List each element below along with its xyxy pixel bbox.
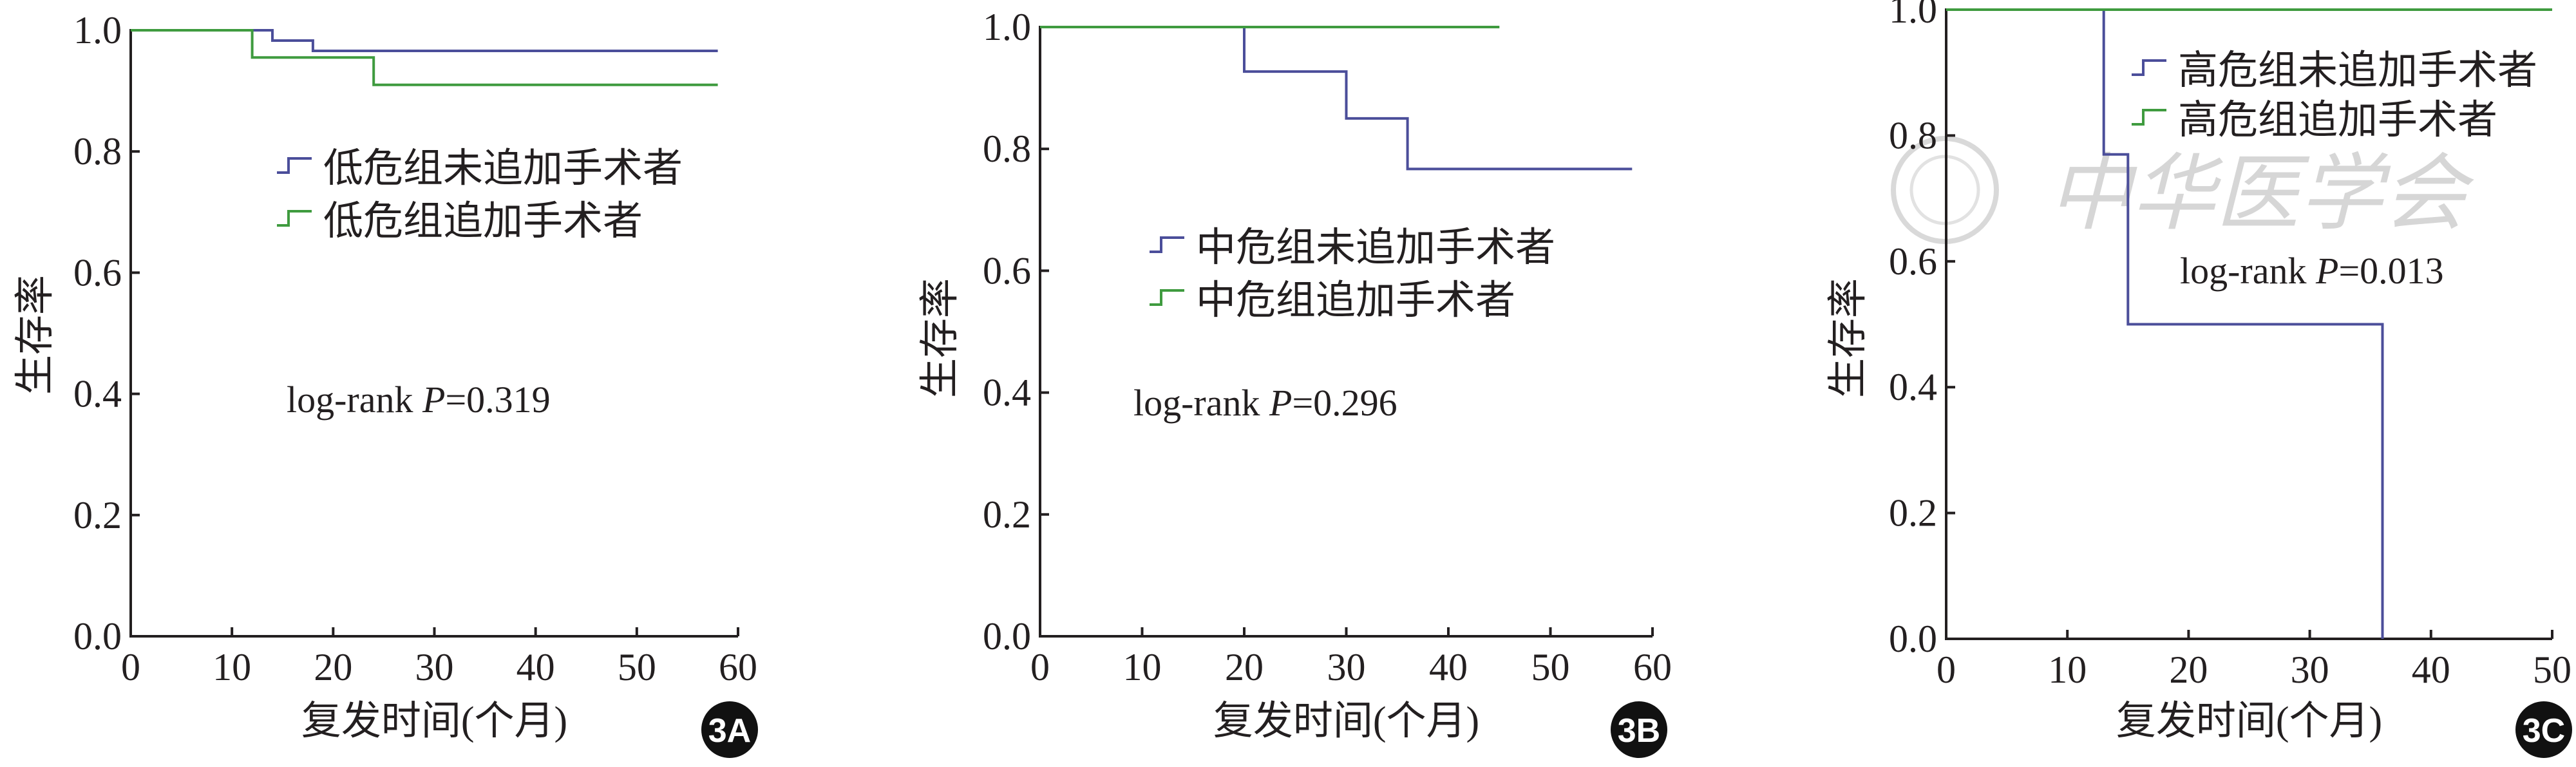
y-tick-label: 0.4 [1889, 366, 1937, 408]
y-tick-label: 1.0 [73, 9, 122, 52]
legend-label: 低危组追加手术者 [323, 200, 643, 243]
legend-label: 低危组未追加手术者 [323, 147, 683, 191]
x-tick-label: 10 [213, 646, 251, 688]
x-tick-label: 30 [415, 646, 454, 688]
y-tick-label: 0.6 [1889, 240, 1937, 283]
x-axis-title: 复发时间(个月) [1213, 699, 1479, 743]
x-tick-label: 20 [2169, 649, 2208, 691]
y-tick-label: 0.8 [73, 130, 122, 173]
pvalue-annotation: log-rank P=0.296 [1133, 382, 1397, 424]
x-tick-label: 20 [1225, 646, 1264, 688]
panel-badge-label: 3C [2523, 712, 2565, 750]
y-tick-label: 0.2 [1889, 492, 1937, 535]
axis-lines [129, 29, 738, 638]
x-tick-label: 10 [1123, 646, 1162, 688]
y-tick-label: 0.4 [73, 373, 122, 415]
panels: 0 10 20 30 40 50 60 0.0 0.2 0.4 0.6 0.8 1.0 生存率复发时间(个… [14, 0, 2572, 758]
panel-3C: 0 10 20 30 40 50 0.0 0.2 0.4 0.6 0.8 1.0 生存率复发时间(个月)… [1826, 0, 2572, 758]
panel-badge-label: 3A [708, 712, 751, 750]
legend-step-icon [2132, 59, 2166, 76]
pvalue-annotation: log-rank P=0.013 [2180, 250, 2444, 292]
panel-3B: 0 10 20 30 40 50 60 0.0 0.2 0.4 0.6 0.8 1.0 生存率复发时间(个… [918, 6, 1672, 758]
y-tick-label: 1.0 [983, 6, 1031, 48]
y-tick-label: 0.4 [983, 372, 1031, 414]
pvalue-annotation: log-rank P=0.319 [287, 379, 551, 421]
panel-badge [2515, 701, 2572, 758]
legend-label: 中危组未追加手术者 [1196, 226, 1555, 270]
x-tick-label: 10 [2048, 649, 2087, 691]
y-tick-label: 0.2 [73, 494, 122, 536]
series-line-1 [1040, 26, 1633, 171]
x-tick-label: 50 [618, 646, 656, 688]
legend-label: 高危组追加手术者 [2178, 99, 2497, 142]
x-tick-label: 40 [516, 646, 555, 688]
x-tick-label: 30 [1327, 646, 1366, 688]
y-tick-label: 0.0 [983, 615, 1031, 658]
x-tick-label: 30 [2291, 649, 2329, 691]
x-tick-label: 50 [2533, 649, 2571, 691]
x-tick-label: 40 [1429, 646, 1468, 688]
panel-3A: 0 10 20 30 40 50 60 0.0 0.2 0.4 0.6 0.8 1.0 生存率复发时间(个… [14, 9, 758, 758]
watermark-text: 中华医学会 [2048, 148, 2474, 241]
watermark: 中华医学会 [1891, 136, 2474, 244]
series-line-2 [131, 29, 718, 86]
x-tick-label: 0 [1030, 646, 1050, 688]
x-tick-label: 0 [121, 646, 140, 688]
legend-label: 中危组追加手术者 [1196, 279, 1515, 323]
legend-step-icon [1150, 289, 1184, 306]
y-tick-label: 0.6 [73, 251, 122, 294]
y-axis-title: 生存率 [14, 275, 57, 395]
panel-badge-label: 3B [1618, 712, 1660, 750]
y-tick-label: 0.0 [73, 615, 122, 658]
y-tick-label: 1.0 [1889, 0, 1937, 31]
x-tick-label: 40 [2412, 649, 2450, 691]
y-tick-label: 0.8 [1889, 114, 1937, 156]
x-tick-label: 60 [1633, 646, 1672, 688]
series-line-1 [131, 29, 718, 52]
x-tick-label: 50 [1531, 646, 1570, 688]
legend-step-icon [277, 157, 312, 174]
panel-badge [701, 701, 758, 758]
legend-step-icon [2132, 109, 2166, 126]
y-tick-label: 0.0 [1889, 618, 1937, 660]
legend-step-icon [277, 210, 312, 227]
legend-label: 高危组未追加手术者 [2178, 49, 2537, 93]
y-tick-label: 0.2 [983, 493, 1031, 536]
y-tick-label: 0.6 [983, 249, 1031, 292]
x-axis-title: 复发时间(个月) [301, 699, 567, 743]
x-tick-label: 0 [1937, 649, 1956, 691]
y-tick-label: 0.8 [983, 128, 1031, 170]
y-axis-title: 生存率 [918, 278, 962, 398]
x-tick-label: 60 [719, 646, 757, 688]
legend-step-icon [1150, 236, 1184, 253]
x-tick-label: 20 [314, 646, 352, 688]
panel-badge [1611, 701, 1667, 758]
y-axis-title: 生存率 [1826, 278, 1870, 398]
x-axis-title: 复发时间(个月) [2116, 699, 2382, 743]
